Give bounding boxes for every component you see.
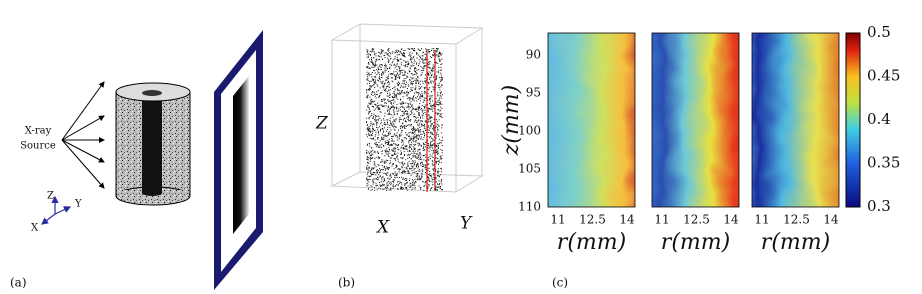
highlight — [426, 50, 436, 192]
heatmap — [547, 32, 636, 208]
coordinate-axes — [41, 195, 72, 225]
x-tick-label: 14 — [823, 213, 839, 227]
heatmap-body — [752, 33, 839, 207]
x-tick-label: 14 — [619, 213, 635, 227]
axis-label: Y — [460, 214, 473, 234]
heatmap-frame — [547, 32, 636, 208]
x-tick-label: 11 — [654, 213, 669, 227]
x-tick-label: 14 — [723, 213, 739, 227]
points — [366, 48, 443, 191]
heatmap — [751, 32, 840, 208]
axis-label: Z — [47, 191, 54, 202]
detector — [214, 30, 263, 290]
x-tick-label: 12.5 — [683, 213, 710, 227]
source-label: X-ray — [25, 126, 52, 137]
panel-c: z(mm) (c) 90 95 100 105 110 11 12.5 14 r(mm) 11 12… — [499, 23, 900, 290]
y-tick-label: 95 — [526, 86, 541, 100]
x-tick-label: 12.5 — [783, 213, 810, 227]
colorbar-tick-label: 0.4 — [867, 110, 891, 128]
axis-label: X — [375, 218, 390, 238]
axis-label: Y — [74, 199, 82, 210]
x-axis-label: r(mm) — [661, 230, 730, 255]
box — [330, 23, 484, 193]
panel-a: X-ray Source Z Y X (a) — [10, 30, 263, 290]
heatmap — [651, 32, 740, 208]
heatmap-body — [652, 33, 739, 207]
rays — [61, 81, 105, 189]
x-axis-label: r(mm) — [761, 230, 830, 255]
heatmap-fill — [652, 33, 739, 207]
panel-label: (a) — [10, 276, 27, 290]
colorbar-tick-label: 0.45 — [867, 67, 900, 85]
axis-label: X — [31, 223, 39, 234]
heatmap-frame — [751, 32, 840, 208]
y-tick-label: 110 — [518, 200, 541, 214]
panel-b: Z X Y (b) — [315, 23, 484, 290]
panel-label: (b) — [338, 276, 355, 290]
source-label: Source — [20, 141, 56, 152]
y-tick-label: 90 — [526, 48, 541, 62]
x-tick-label: 11 — [754, 213, 769, 227]
x-tick-label: 12.5 — [579, 213, 606, 227]
axis-label: Z — [315, 114, 329, 134]
heatmap-fill — [548, 33, 635, 207]
panel-label: (c) — [552, 276, 568, 290]
heatmap-frame — [651, 32, 740, 208]
x-axis-label: r(mm) — [557, 230, 626, 255]
sample-cylinder — [115, 82, 191, 206]
colorbar-tick-label: 0.5 — [867, 23, 891, 41]
heatmap-fill — [752, 33, 839, 207]
x-tick-label: 11 — [550, 213, 565, 227]
y-axis-label: z(mm) — [499, 85, 524, 156]
colorbar-tick-label: 0.35 — [867, 154, 900, 172]
scatter-cloud — [366, 48, 443, 191]
y-tick-label: 100 — [518, 124, 541, 138]
colorbar — [845, 32, 861, 208]
colorbar-tick-label: 0.3 — [867, 197, 891, 215]
y-tick-label: 105 — [518, 162, 541, 176]
heatmap-body — [548, 33, 635, 207]
